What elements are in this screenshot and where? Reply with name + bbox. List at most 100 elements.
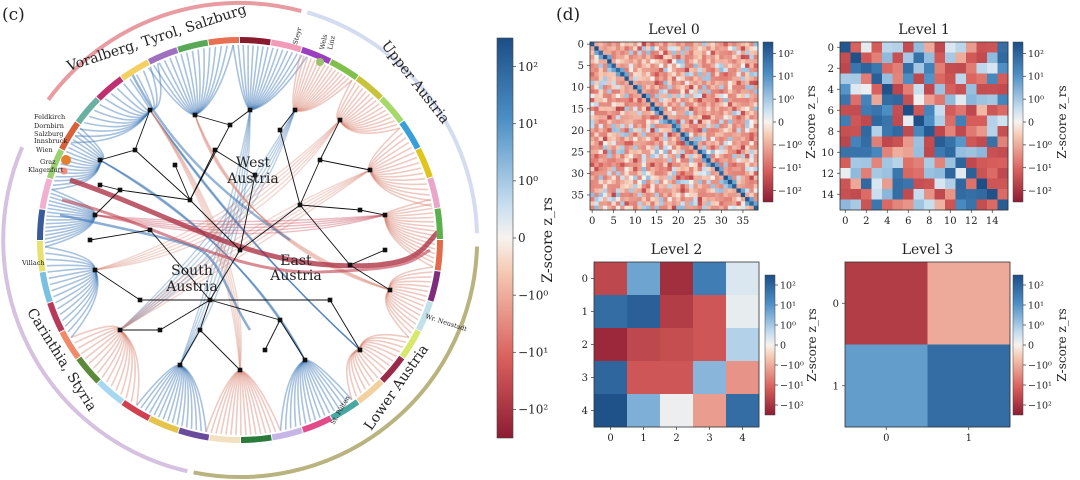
heatmap-cell <box>736 46 742 51</box>
heatmap-cell <box>749 93 754 99</box>
heatmap-cell <box>976 84 988 95</box>
heatmap-cell <box>598 50 604 56</box>
heatmap-cell <box>719 197 724 202</box>
heatmap-cell <box>646 93 651 99</box>
heatmap-cell <box>663 201 668 206</box>
heatmap-cell <box>710 119 716 125</box>
heatmap-cell <box>955 168 967 179</box>
heatmap-cell <box>702 188 707 194</box>
heatmap-cell <box>723 119 729 125</box>
heatmap-cell <box>702 59 707 64</box>
heatmap-cell <box>689 46 694 51</box>
tree-edge <box>299 204 361 211</box>
heatmap-cell <box>745 106 750 112</box>
heatmap-cell <box>646 50 651 56</box>
heatmap-cell <box>706 63 711 69</box>
heatmap-cell <box>702 166 707 172</box>
heatmap-cell <box>689 132 694 138</box>
heatmap-cell <box>598 76 604 82</box>
heatmap-cell <box>633 59 638 64</box>
heatmap-cell <box>882 73 893 85</box>
colorbar-tick-label: −10¹ <box>518 345 548 359</box>
heatmap-cell <box>598 175 604 181</box>
heatmap-cell <box>594 184 599 189</box>
heatmap-cell <box>697 110 703 116</box>
colorbar-tick-label: 10² <box>778 49 794 60</box>
heatmap-cell <box>726 361 760 395</box>
heatmap-cell <box>945 84 956 95</box>
heatmap-cell <box>845 262 928 345</box>
tree-edge <box>349 249 386 266</box>
tree-node <box>137 297 143 303</box>
heatmap-cell <box>602 93 608 99</box>
heatmap-cell <box>753 154 759 159</box>
x-tick-label: 14 <box>986 216 999 227</box>
heatmap-cell <box>689 106 694 112</box>
heatmap-cell <box>658 42 664 47</box>
x-tick-label: 6 <box>905 216 911 227</box>
heatmap-cell <box>620 80 625 86</box>
heatmap-cell <box>702 149 707 155</box>
heatmap-cell <box>684 89 690 94</box>
heatmap-cell <box>966 52 977 64</box>
heatmap-cell <box>615 175 621 181</box>
city-label-steyr: Steyr <box>291 25 304 45</box>
heatmap-cell <box>641 72 647 77</box>
heatmap-cell <box>650 102 655 107</box>
heatmap-cell <box>628 188 634 194</box>
heatmap-cell <box>594 192 599 198</box>
city-marker-wien <box>61 155 71 165</box>
heatmap-cell <box>676 128 681 133</box>
city-label-wels: Wels <box>318 34 329 51</box>
heatmap-cell <box>693 295 727 329</box>
heatmap-cell <box>706 102 711 107</box>
heatmap-cell <box>719 136 724 142</box>
heatmap-cell <box>663 192 668 198</box>
colorbar-tick-label: −10⁰ <box>1028 140 1052 151</box>
heatmap-cell <box>602 132 608 138</box>
heatmap-cell <box>641 205 647 211</box>
heatmap-cell <box>637 110 642 116</box>
tree-node <box>297 202 303 208</box>
heatmap-cell <box>693 262 727 296</box>
heatmap-cell <box>697 98 703 103</box>
heatmap-cell <box>624 72 630 77</box>
heatmap-cell <box>745 85 750 90</box>
heatmap-cell <box>710 197 716 202</box>
heatmap-cell <box>710 145 716 150</box>
edge-curve <box>194 114 391 291</box>
edge-curve <box>119 169 371 331</box>
edge-bundles <box>44 44 437 436</box>
ring-segment <box>415 147 433 179</box>
heatmap-cell <box>594 136 599 142</box>
heatmap-cell <box>693 72 698 77</box>
heatmap-cell <box>667 175 673 181</box>
heatmap-cell <box>697 158 703 163</box>
heatmap-cell <box>615 171 621 176</box>
heatmap-cell <box>702 201 707 206</box>
colorbar-tick-label: 10⁰ <box>1028 320 1044 331</box>
heatmap-cell <box>702 46 707 51</box>
heatmap-cell <box>590 76 595 82</box>
heatmap-cell <box>723 201 729 206</box>
heatmap-cell <box>913 84 925 95</box>
heatmap-cell <box>594 123 599 129</box>
heatmap-cell <box>740 98 746 103</box>
heatmap-cell <box>924 94 935 106</box>
heatmap-cell <box>689 42 694 47</box>
heatmap-cell <box>697 123 703 129</box>
edge-curve <box>94 119 341 271</box>
heatmap-cell <box>611 128 617 133</box>
heatmap-cell <box>861 157 872 169</box>
heatmap-cell <box>650 179 655 185</box>
edge-curve <box>388 266 434 291</box>
heatmap-cell <box>637 149 642 155</box>
heatmap-cell <box>710 72 716 77</box>
heatmap-cell <box>861 178 872 190</box>
heatmap-cell <box>602 59 608 64</box>
heatmap-cell <box>624 67 630 73</box>
heatmap-cell <box>637 145 642 150</box>
heatmap-cell <box>745 197 750 202</box>
heatmap-cell <box>892 199 904 211</box>
tree-node <box>212 147 218 153</box>
